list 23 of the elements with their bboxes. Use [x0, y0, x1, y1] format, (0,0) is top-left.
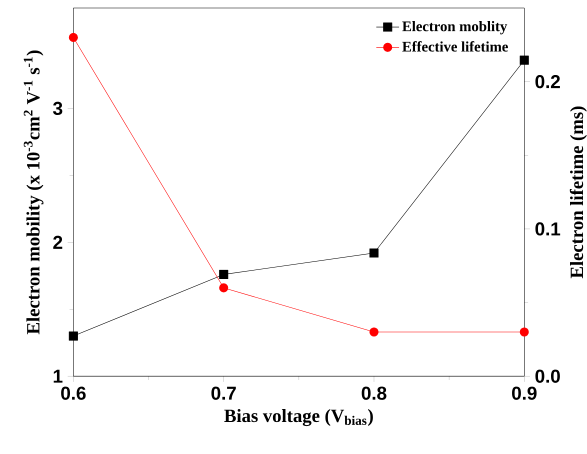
- y2-tick-label: 0.1: [535, 222, 560, 236]
- point: [369, 248, 379, 258]
- y2-tick-label: 0.0: [535, 370, 560, 384]
- point: [68, 332, 78, 341]
- point: [520, 328, 529, 337]
- legend-label: Electron moblity: [402, 21, 508, 35]
- point: [219, 270, 228, 280]
- point: [68, 33, 78, 42]
- x-tick-label: 0.6: [61, 386, 86, 400]
- y-tick-label: 1: [54, 370, 62, 383]
- text: Electron mobility (x 10$^{-3}$cm$^{2}$ V$^{-1}$ s$^{-1}$): [24, 50, 44, 334]
- y-tick-label: 3: [53, 102, 62, 116]
- legend-label: Effective lifetime: [402, 41, 508, 52]
- x-tick-label: 0.7: [211, 386, 236, 400]
- x-tick-label: 0.9: [512, 386, 537, 400]
- point: [520, 56, 529, 65]
- x-tick-label: 0.8: [362, 386, 386, 400]
- x-axis-title: Bias voltage (V$_{bias}$): [224, 409, 373, 426]
- point: [219, 284, 228, 293]
- point: [369, 328, 379, 337]
- y2-tick-label: 0.2: [535, 75, 560, 88]
- y2-axis-title: Electron lifetime (ms): [570, 106, 587, 278]
- y-tick-label: 2: [53, 236, 62, 250]
